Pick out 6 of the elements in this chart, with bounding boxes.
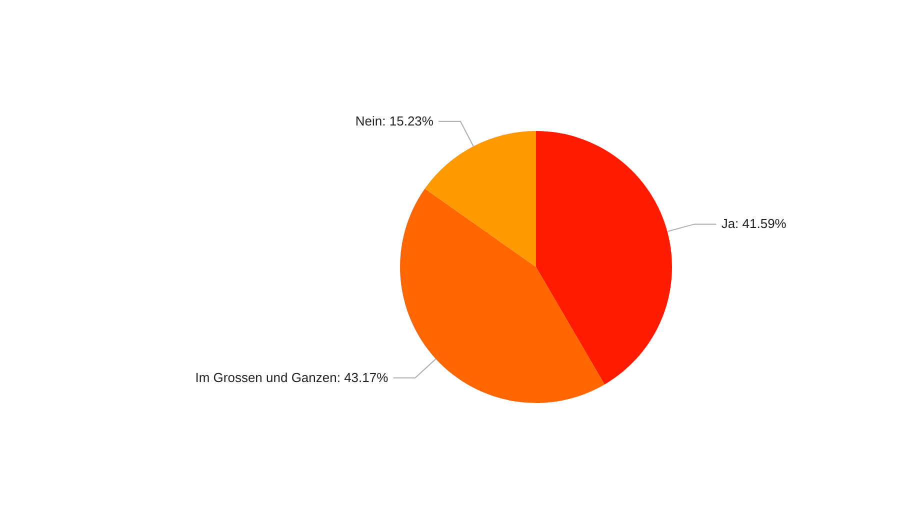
pie-slice <box>400 188 605 403</box>
slice-label: Nein: 15.23% <box>355 113 434 128</box>
pie-slice <box>536 131 672 384</box>
slice-label: Ja: 41.59% <box>721 216 787 232</box>
pie-slice <box>424 131 536 267</box>
slice-label: Im Grossen und Ganzen: 43.17% <box>195 370 389 385</box>
